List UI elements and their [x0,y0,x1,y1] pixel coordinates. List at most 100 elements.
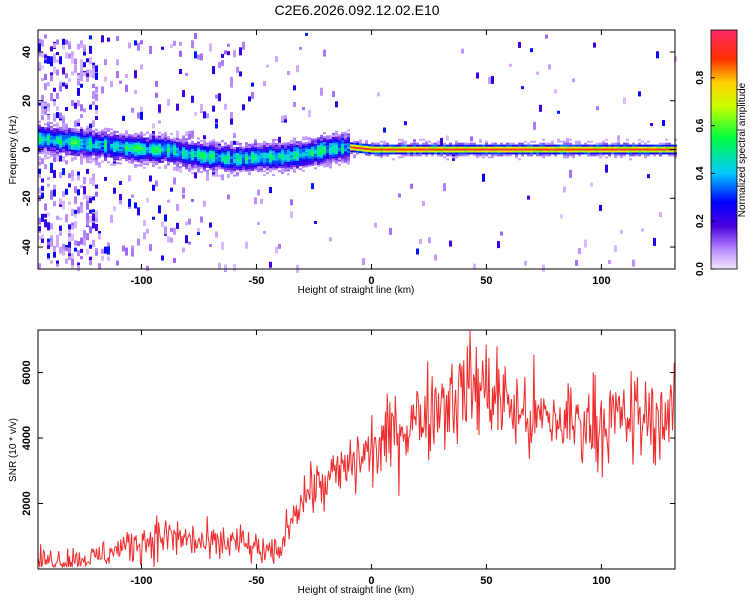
colorbar-tick-label: 0.8 [695,70,706,84]
spectrogram-noise-cell [74,102,77,109]
spectrogram-ridge-cell [80,136,83,139]
spectrogram-ridge-cell [50,129,53,132]
spectrogram-ridge-cell [161,147,164,150]
spectrogram-ridge-cell [341,135,344,138]
spectrogram-noise-cell [191,95,194,103]
spectrogram-ridge-cell [320,136,323,139]
spectrogram-ridge-cell [587,152,590,155]
spectrogram-ridge-cell [152,160,155,163]
spectrogram-ridge-cell [371,142,374,145]
spectrogram-noise-cell [293,101,296,107]
spectrogram-ridge-cell [380,150,383,153]
spectrogram-ridge-cell [98,154,101,157]
spectrogram-ridge-cell [236,141,239,144]
spectrogram-ridge-cell [251,161,254,164]
spectrogram-ridge-cell [230,168,233,171]
spectrogram-noise-cell [596,106,599,111]
spectrogram-ridge-cell [254,143,257,146]
spectrogram-ridge-cell [299,168,302,171]
spectrogram-ridge-cell [617,148,620,151]
spectrogram-ridge-cell [659,146,662,149]
spectrogram-ridge-cell [107,143,110,146]
spectrogram-ridge-cell [332,150,335,153]
spectrogram-ridge-cell [176,139,179,142]
spectrogram-ridge-cell [647,148,650,151]
spectrogram-ridge-cell [245,149,248,152]
spectrogram-noise-cell [278,136,281,143]
spectrogram-ridge-cell [296,154,299,157]
spectrogram-ridge-cell [317,153,320,156]
spectrogram-ridge-cell [188,158,191,161]
spectrogram-ridge-cell [599,142,602,145]
spectrogram-ridge-cell [98,130,101,133]
spectrogram-ridge-cell [212,174,215,177]
spectrogram-ridge-cell [245,161,248,164]
spectrogram-ridge-cell [632,154,635,157]
spectrogram-ridge-cell [131,140,134,143]
spectrogram-ridge-cell [608,144,611,147]
spectrogram-ridge-cell [311,152,314,155]
figure-title: C2E6.2026.092.12.02.E10 [274,2,440,18]
spectrogram-ridge-cell [92,151,95,154]
spectrogram-ridge-cell [83,135,86,138]
spectrogram-ridge-cell [71,145,74,148]
spectrogram-ridge-cell [656,148,659,151]
spectrogram-ridge-cell [320,156,323,159]
spectrogram-ridge-cell [311,156,314,159]
spectrogram-noise-cell [50,237,53,242]
spectrogram-noise-cell [50,235,53,239]
spectrogram-ridge-cell [161,149,164,152]
spectrogram-noise-cell [65,106,68,111]
spectrogram-ridge-cell [443,156,446,159]
spectrogram-ridge-cell [119,152,122,155]
spectrogram-ridge-cell [671,144,674,147]
spectrogram-ridge-cell [656,144,659,147]
spectrogram-ridge-cell [296,160,299,163]
spectrogram-ridge-cell [128,136,131,139]
spectrogram-noise-cell [146,228,149,234]
spectrogram-ridge-cell [56,153,59,156]
spectrogram-noise-cell [98,263,101,270]
spectrogram-ridge-cell [518,152,521,155]
spectrogram-ridge-cell [452,156,455,159]
spectrogram-ridge-cell [305,147,308,150]
spectrogram-noise-cell [209,222,212,228]
spectrogram-ridge-cell [137,142,140,145]
spectrogram-ridge-cell [254,149,257,152]
spectrogram-ridge-cell [548,150,551,153]
spectrogram-ridge-cell [113,157,116,160]
spectrogram-ridge-cell [278,150,281,153]
spectrogram-noise-cell [77,262,80,267]
spectrogram-ridge-cell [635,144,638,147]
spectrogram-ridge-cell [113,152,116,155]
spectrogram-ridge-cell [512,146,515,149]
spectrogram-ridge-cell [140,145,143,148]
spectrogram-ridge-cell [242,165,245,168]
spectrogram-ridge-cell [392,152,395,155]
spectrogram-noise-cell [83,62,86,68]
spectrogram-ridge-cell [296,164,299,167]
spectrogram-ridge-cell [392,144,395,147]
spectrogram-noise-cell [47,245,50,250]
spectrogram-ridge-cell [224,161,227,164]
spectrogram-ridge-cell [335,144,338,147]
spectrogram-ridge-cell [437,148,440,151]
spectrogram-ridge-cell [596,144,599,147]
spectrogram-noise-cell [98,233,101,240]
spectrogram-ridge-cell [179,146,182,149]
spectrogram-noise-cell [50,93,53,102]
spectrogram-ridge-cell [515,146,518,149]
spectrogram-ridge-cell [56,128,59,131]
spectrogram-ridge-cell [422,142,425,145]
spectrogram-ridge-cell [665,138,668,141]
spectrogram-noise-cell [77,43,80,50]
spectrogram-ridge-cell [416,150,419,153]
spectrogram-ridge-cell [59,146,62,149]
spectrogram-ridge-cell [392,146,395,149]
spectrogram-ridge-cell [323,141,326,144]
spectrogram-ridge-cell [221,147,224,150]
spectrogram-ridge-cell [521,146,524,149]
spectrogram-ridge-cell [122,141,125,144]
spectrogram-ridge-cell [308,145,311,148]
spectrogram-ridge-cell [245,146,248,149]
